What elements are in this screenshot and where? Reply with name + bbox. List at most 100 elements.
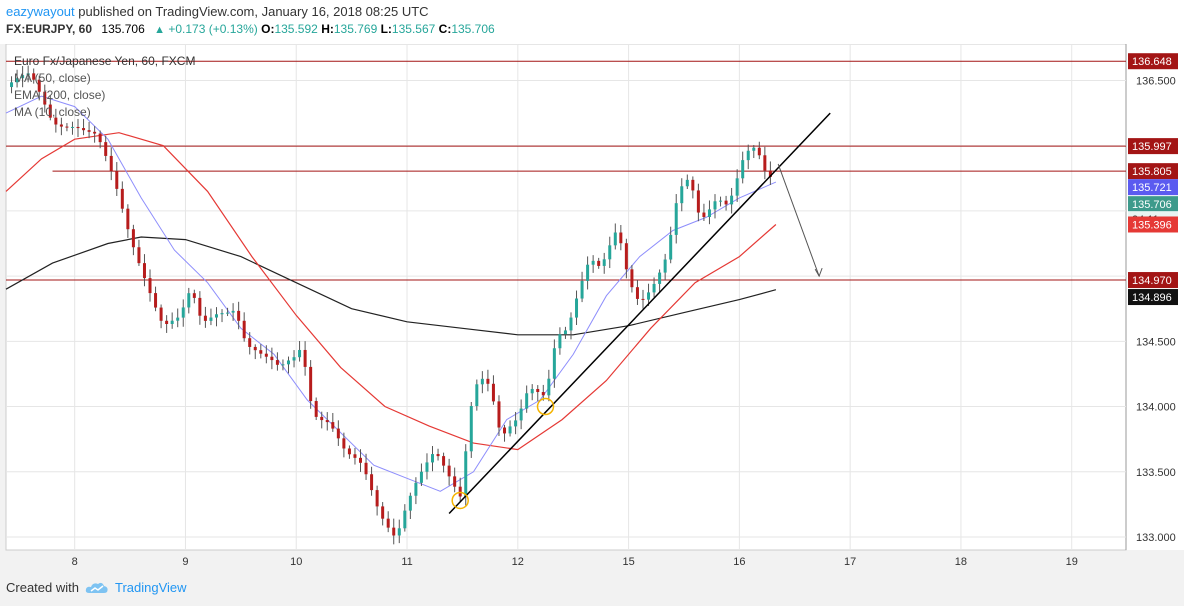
- candle-down: [359, 457, 363, 463]
- candle-down: [375, 490, 379, 507]
- candle-up: [652, 283, 656, 293]
- ohlc-open: O:135.592: [261, 22, 318, 36]
- x-tick-label: 19: [1066, 556, 1078, 568]
- candle-down: [436, 454, 440, 457]
- last-price: 135.706: [101, 22, 145, 36]
- candle-down: [702, 212, 706, 218]
- candle-down: [198, 297, 202, 316]
- candle-up: [658, 272, 662, 284]
- candle-down: [120, 188, 124, 209]
- candle-down: [347, 448, 351, 455]
- candle-up: [70, 126, 74, 128]
- candle-up: [170, 320, 174, 324]
- candle-down: [364, 462, 368, 475]
- candle-up: [176, 317, 180, 321]
- price-label-text: 135.997: [1132, 141, 1172, 153]
- candle-up: [414, 482, 418, 496]
- price-label-box: [1128, 216, 1178, 233]
- candle-down: [242, 320, 246, 339]
- candle-up: [575, 298, 579, 318]
- price-label-text: 135.805: [1132, 166, 1172, 178]
- candle-down: [126, 208, 130, 230]
- candle-down: [624, 243, 628, 270]
- candle-down: [336, 428, 340, 439]
- plot-area: [5, 44, 1127, 551]
- candle-down: [763, 155, 767, 171]
- created-with-text: Created with: [6, 580, 79, 595]
- candle-up: [10, 82, 14, 88]
- y-tick-label: 134.500: [1136, 336, 1176, 348]
- y-axis-ticks: 133.000 133.500 134.000 134.500 136.500: [1136, 76, 1176, 544]
- candle-down: [54, 117, 58, 125]
- candle-down: [253, 346, 257, 351]
- candle-up: [508, 426, 512, 434]
- candle-down: [237, 310, 241, 321]
- price-change: +0.173 (+0.13%): [168, 22, 258, 36]
- candle-up: [214, 314, 218, 318]
- x-tick-label: 15: [622, 556, 634, 568]
- candle-down: [59, 124, 63, 127]
- candle-up: [298, 349, 302, 358]
- candle-up: [713, 201, 717, 210]
- price-label-box: [1128, 196, 1178, 213]
- price-chart[interactable]: 133.000 133.500 134.000 134.500 136.500 8 9 10…: [0, 44, 1184, 574]
- candle-down: [724, 200, 728, 205]
- candle-down: [314, 401, 318, 417]
- candle-down: [458, 486, 462, 497]
- candle-up: [674, 203, 678, 235]
- chart-legend: Euro Fx/Japanese Yen, 60, FXCM MA (50, c…: [14, 54, 195, 119]
- candle-down: [320, 416, 324, 421]
- candle-up: [530, 388, 534, 394]
- x-axis-ticks: 8 9 10 11 12 15 16 17 18 19: [72, 556, 1078, 568]
- legend-study-ema200: EMA (200, close): [14, 88, 105, 102]
- ohlc-close: C:135.706: [438, 22, 495, 36]
- touch-point-marker: [451, 491, 469, 510]
- tradingview-link[interactable]: TradingView: [114, 580, 187, 595]
- candle-up: [209, 317, 213, 321]
- candle-down: [131, 229, 135, 248]
- x-tick-label: 10: [290, 556, 302, 568]
- candle-up: [286, 360, 290, 365]
- candle-down: [696, 190, 700, 213]
- candle-up: [519, 408, 523, 421]
- x-tick-label: 8: [72, 556, 78, 568]
- y-tick-label: 133.000: [1136, 532, 1176, 544]
- candle-down: [109, 155, 113, 172]
- published-text: published on TradingView.com, January 16…: [78, 4, 429, 19]
- candle-down: [635, 287, 639, 299]
- candle-up: [741, 160, 745, 179]
- ohlc-high: H:135.769: [321, 22, 378, 36]
- candle-down: [115, 171, 119, 189]
- author-link[interactable]: eazywayout: [6, 4, 75, 19]
- candle-down: [536, 388, 540, 393]
- candle-down: [76, 126, 80, 129]
- candle-down: [503, 427, 507, 434]
- candle-down: [392, 527, 396, 536]
- price-label-text: 134.896: [1132, 292, 1172, 304]
- price-label-box: [1128, 138, 1178, 155]
- candle-up: [707, 209, 711, 218]
- candle-up: [514, 420, 518, 427]
- indicator-lines: [5, 95, 777, 492]
- candle-down: [386, 518, 390, 528]
- candle-up: [21, 75, 25, 79]
- price-label-text: 135.396: [1132, 219, 1172, 231]
- candle-up: [547, 378, 551, 396]
- candle-down: [82, 128, 86, 131]
- tradingview-cloud-icon[interactable]: [85, 581, 109, 595]
- legend-study-ma50: MA (50, close): [14, 71, 91, 85]
- candle-down: [597, 260, 601, 266]
- candle-down: [370, 474, 374, 491]
- candle-up: [735, 178, 739, 196]
- chart-header: eazywayout published on TradingView.com,…: [0, 0, 1184, 44]
- candle-down: [154, 293, 158, 308]
- candle-up: [669, 234, 673, 260]
- candle-down: [270, 356, 274, 361]
- candle-down: [32, 73, 36, 80]
- candle-down: [275, 360, 279, 365]
- candle-down: [48, 104, 52, 118]
- candle-down: [65, 126, 69, 128]
- candle-down: [309, 366, 313, 402]
- candle-up: [181, 307, 185, 318]
- candle-up: [403, 510, 407, 529]
